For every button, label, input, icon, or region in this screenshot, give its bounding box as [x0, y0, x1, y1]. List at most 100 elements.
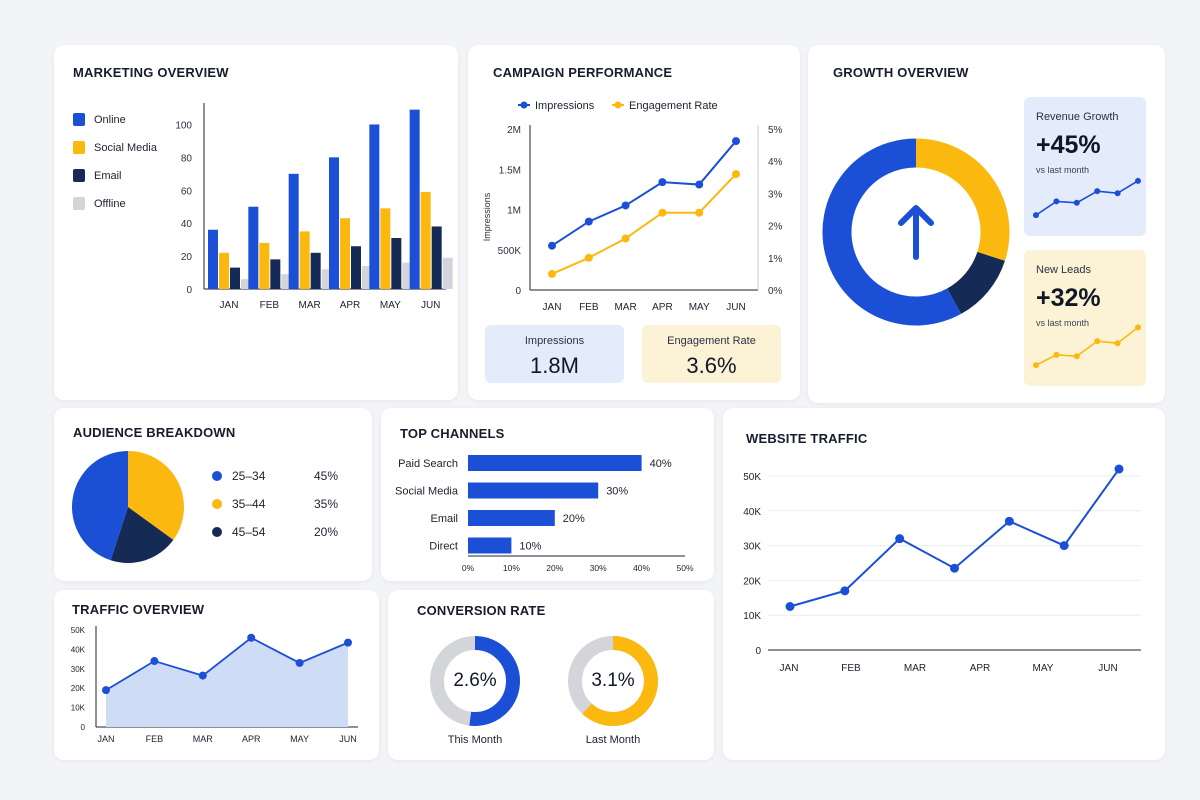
- sparkline-point: [1114, 190, 1121, 197]
- y-axis-label: Impressions: [482, 192, 492, 241]
- top-channels-card: TOP CHANNELS Paid Search 40% Social Media 3…: [381, 408, 714, 581]
- y-tick-label: 0: [755, 646, 761, 657]
- data-point: [658, 208, 667, 217]
- data-point: [1004, 516, 1014, 526]
- data-point: [621, 234, 630, 243]
- bar-email: [270, 259, 281, 289]
- traffic-line: [789, 468, 1120, 608]
- pie-slice-35–44: [128, 451, 184, 540]
- legend-label: Offline: [94, 197, 126, 210]
- mini-value: +45%: [1036, 131, 1101, 159]
- bar-offline: [402, 262, 413, 289]
- y-tick-label: 500K: [498, 246, 522, 257]
- marketing-overview-title: MARKETING OVERVIEW: [73, 65, 229, 80]
- y-tick-label: 20K: [743, 576, 761, 587]
- y-tick-label: 1M: [507, 206, 521, 217]
- bar-social-media: [299, 231, 310, 289]
- x-tick-label: FEB: [146, 734, 164, 744]
- y-tick-label: 20: [181, 252, 193, 263]
- x-tick-label: FEB: [260, 300, 280, 311]
- bar-online: [288, 173, 299, 289]
- x-tick-label: 20%: [546, 563, 563, 573]
- legend-label: Impressions: [535, 100, 595, 112]
- data-point: [102, 686, 110, 695]
- revenue-sparkline: [1033, 177, 1141, 219]
- audience-row-25-34: 25–34 45%: [212, 469, 338, 483]
- category-label: Email: [430, 513, 458, 525]
- legend-label: Social Media: [94, 141, 157, 154]
- area-fill: [106, 637, 348, 727]
- website-traffic-line-chart: 0 10K 20K 30K 40K 50K JAN FEB MAR APR MAY JUN: [743, 464, 1141, 674]
- data-point: [950, 563, 959, 573]
- revenue-growth-card: Revenue Growth +45% vs last month: [1024, 97, 1146, 236]
- bar-offline: [241, 279, 251, 289]
- y-tick-label: 50K: [71, 626, 86, 635]
- series-line-engagement-rate: [551, 173, 737, 275]
- bar-online: [329, 157, 339, 289]
- x-tick-label: APR: [652, 302, 673, 313]
- y-tick-label: 0: [186, 285, 192, 296]
- data-point: [198, 671, 207, 680]
- audience-value: 45%: [314, 469, 339, 483]
- mini-sub: vs last month: [1036, 318, 1090, 328]
- category-label: Social Media: [395, 486, 459, 498]
- bar-online: [248, 206, 259, 289]
- bar-social-media: [380, 208, 391, 289]
- channel-bar: [468, 537, 512, 554]
- traffic-overview-card: TRAFFIC OVERVIEW 0 10K 20K 30K 40K 50K JAN FEB M…: [54, 590, 379, 760]
- growth-overview-title: GROWTH OVERVIEW: [833, 65, 969, 80]
- x-tick-label: JUN: [421, 300, 440, 311]
- value-label: 40%: [650, 458, 672, 470]
- traffic-area-chart: 0 10K 20K 30K 40K 50K JAN FEB MAR APR MAY JUN: [71, 626, 358, 744]
- bar-social-media: [219, 252, 229, 289]
- sparkline-point: [1053, 198, 1060, 205]
- x-tick-label: JUN: [339, 734, 357, 744]
- audience-label: 45–54: [232, 525, 266, 539]
- growth-donut-chart: [822, 138, 1010, 326]
- legend-dot: [212, 527, 222, 537]
- last-month-value: 3.1%: [591, 670, 635, 691]
- y-tick-label: 100: [175, 120, 192, 131]
- y2-tick-label: 4%: [768, 157, 783, 168]
- legend-swatch: [73, 169, 85, 182]
- x-tick-label: APR: [242, 734, 261, 744]
- pie-slice-25–34: [71, 451, 128, 561]
- y2-tick-label: 1%: [768, 254, 783, 265]
- legend-dot: [212, 471, 222, 481]
- bar-offline: [442, 257, 453, 289]
- top-channels-title: TOP CHANNELS: [400, 426, 505, 441]
- data-point: [150, 657, 159, 666]
- x-tick-label: 40%: [633, 563, 650, 573]
- audience-label: 25–34: [232, 469, 266, 483]
- legend-social-media: Social Media: [73, 141, 157, 154]
- legend-label: Email: [94, 169, 122, 182]
- bar-online: [409, 109, 420, 290]
- bar-email: [351, 246, 361, 289]
- engagement-rate-stat: Engagement Rate 3.6%: [642, 325, 781, 383]
- conversion-rate-title: CONVERSION RATE: [417, 603, 546, 618]
- marketing-overview-card: MARKETING OVERVIEW Online Social Media E…: [54, 45, 458, 400]
- y-tick-label: 50K: [743, 472, 761, 483]
- pie-slice-45–54: [110, 507, 174, 563]
- sparkline-point: [1073, 199, 1080, 206]
- growth-overview-card: GROWTH OVERVIEW Revenue Growth +45% vs l…: [808, 45, 1165, 403]
- arrow-up-icon-head: [898, 205, 934, 226]
- y-tick-label: 20K: [71, 684, 86, 693]
- audience-row-45-54: 45–54 20%: [212, 525, 338, 539]
- x-tick-label: JAN: [97, 734, 114, 744]
- data-point: [895, 534, 905, 544]
- category-label: Paid Search: [398, 458, 458, 470]
- y-tick-label: 10K: [743, 611, 761, 622]
- x-tick-label: 0%: [462, 563, 475, 573]
- data-point: [695, 208, 704, 217]
- new-leads-card: New Leads +32% vs last month: [1024, 250, 1146, 386]
- legend-marker: [520, 101, 528, 109]
- y-tick-label: 30K: [71, 665, 86, 674]
- bar-email: [310, 252, 321, 289]
- x-tick-label: MAR: [904, 663, 926, 674]
- x-tick-label: 10%: [503, 563, 520, 573]
- x-tick-label: MAY: [380, 300, 401, 311]
- category-label: Direct: [429, 541, 458, 553]
- mini-value: +32%: [1036, 284, 1101, 312]
- data-point: [785, 602, 795, 611]
